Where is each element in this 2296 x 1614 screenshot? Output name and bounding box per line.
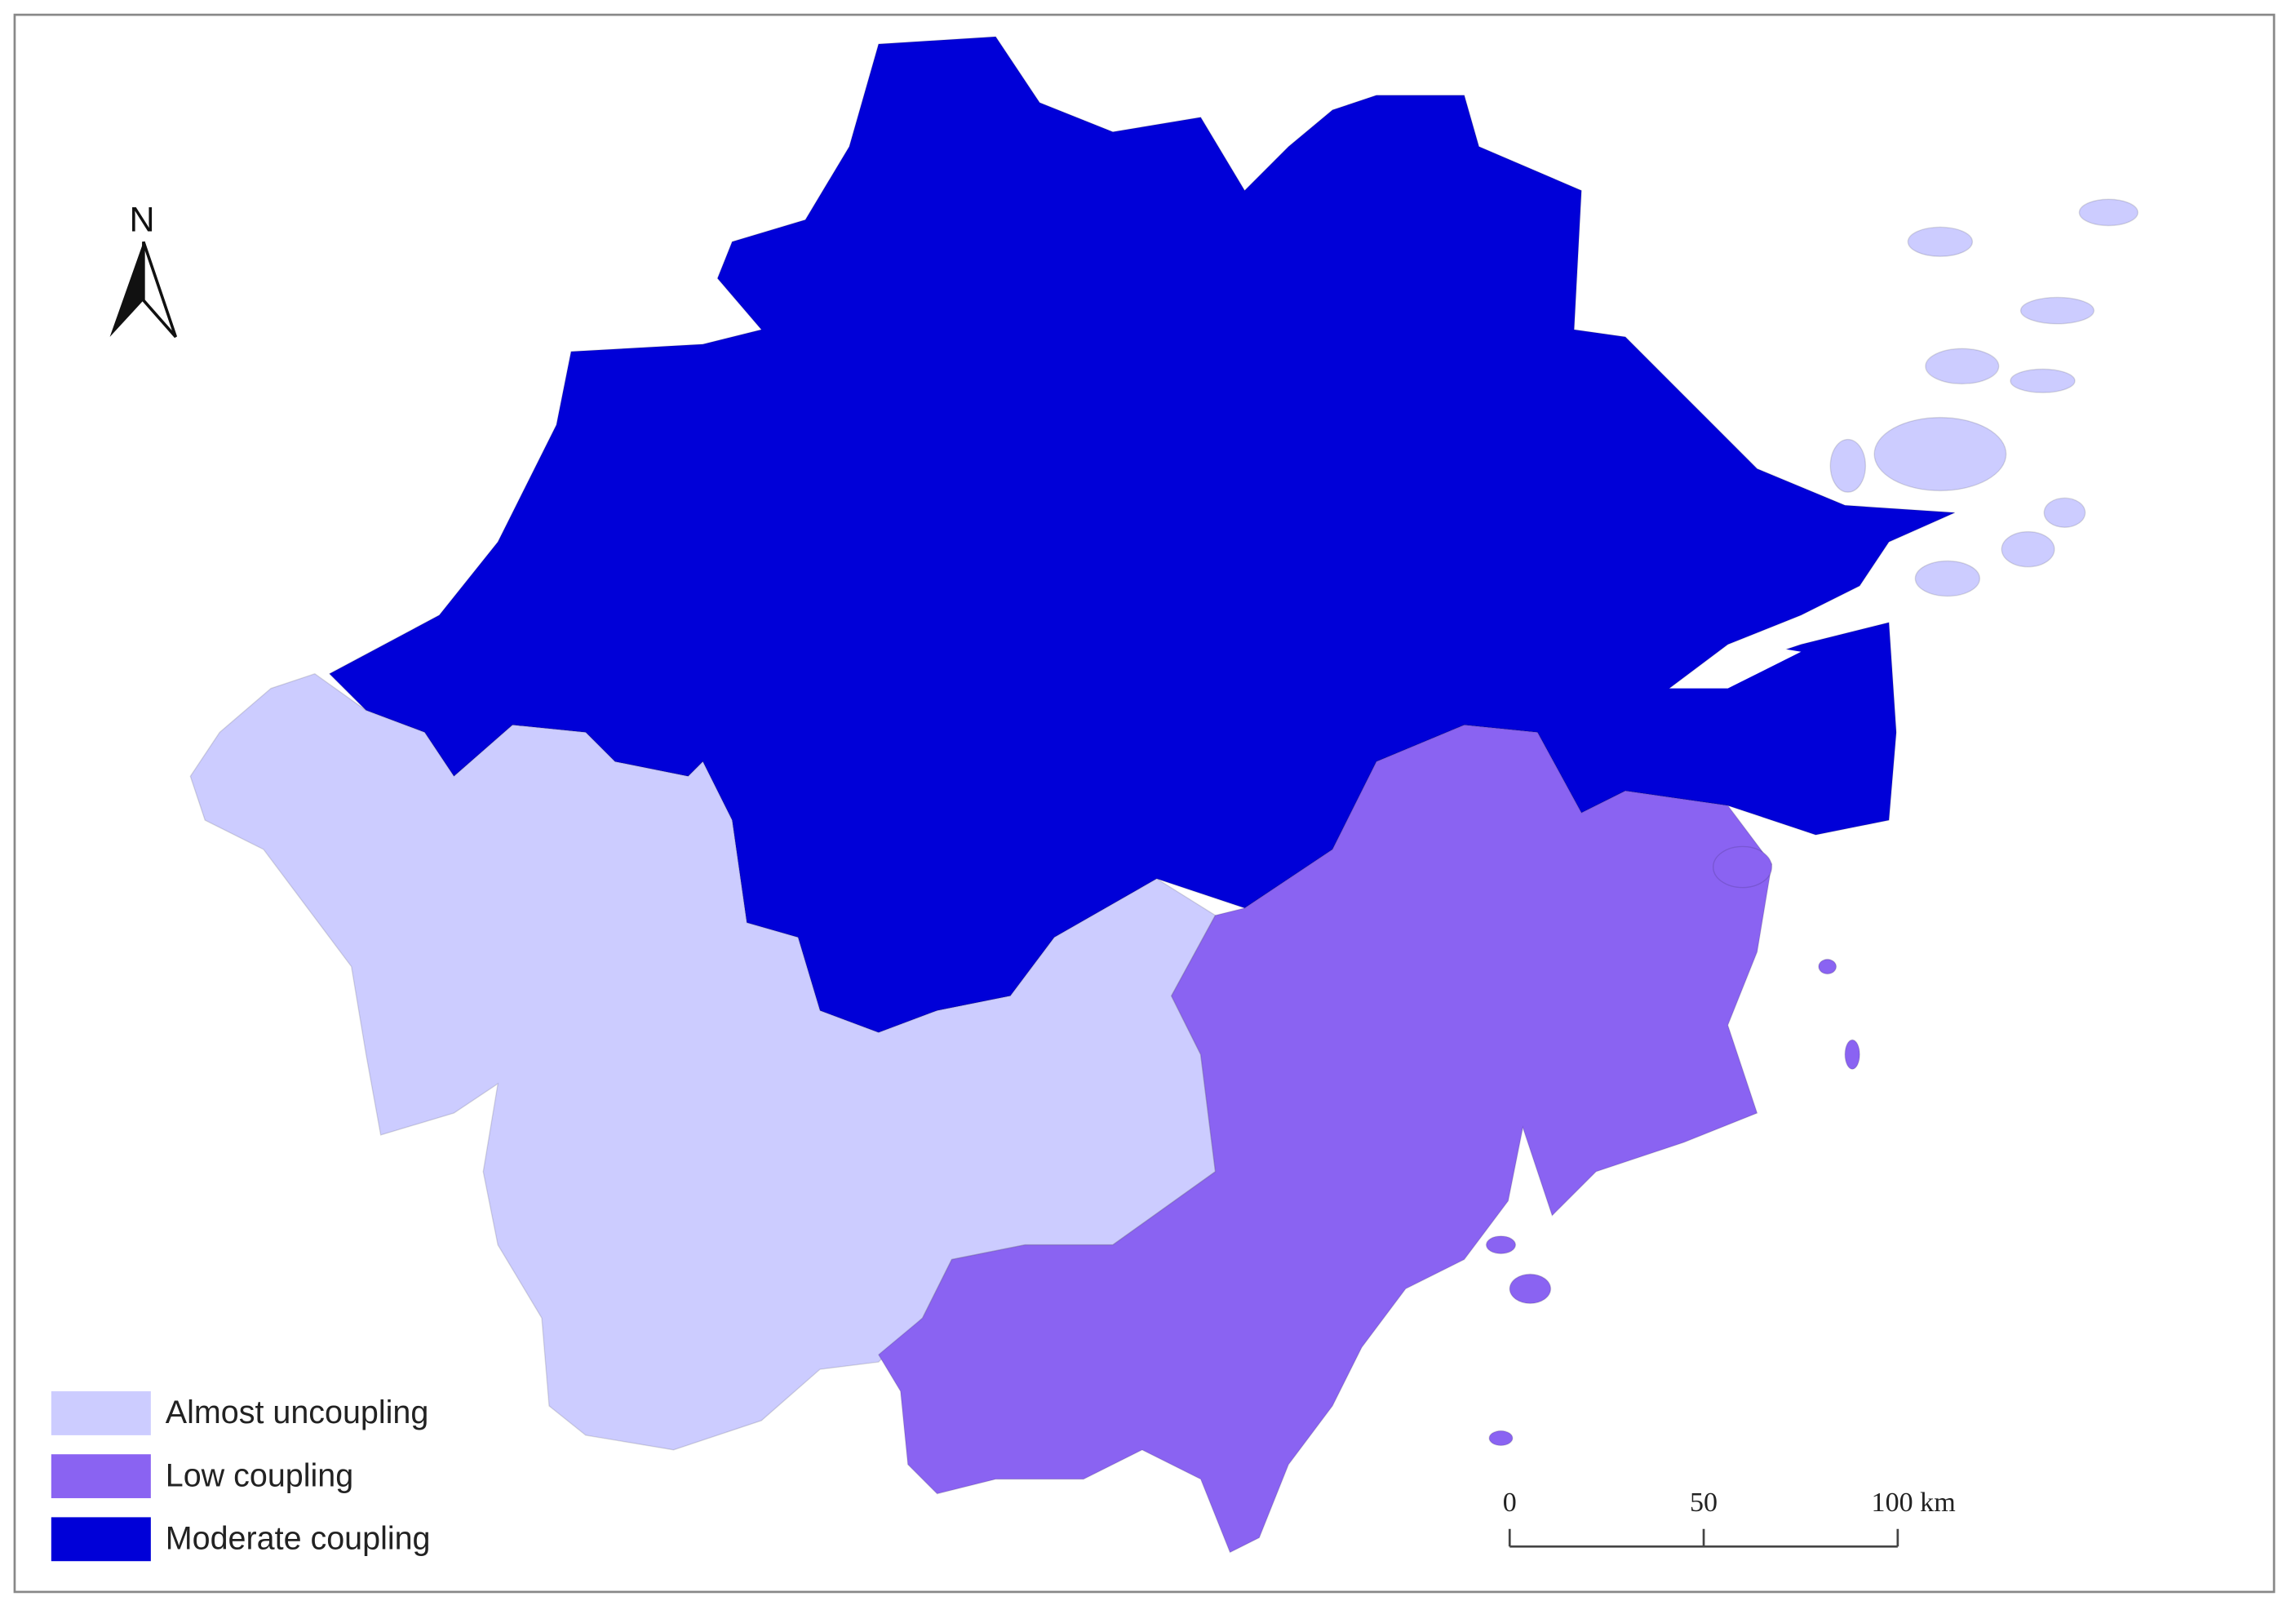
island — [1914, 560, 1981, 597]
legend-label: Almost uncoupling — [166, 1395, 429, 1430]
legend-swatch — [51, 1454, 151, 1499]
island — [2001, 530, 2055, 568]
island — [1873, 416, 2007, 492]
legend-swatch — [51, 1391, 151, 1435]
legend: Almost uncoupling Low coupling Moderate co… — [51, 1391, 431, 1562]
island — [1829, 438, 1867, 493]
scale-label: 0 — [1503, 1488, 1517, 1518]
island — [1713, 845, 1773, 889]
scale-label: 100 km — [1872, 1488, 1956, 1518]
island — [1844, 1039, 1860, 1070]
scale-label: 50 — [1690, 1488, 1718, 1518]
island — [2078, 198, 2139, 227]
north-label: N — [130, 201, 155, 240]
bay — [1669, 644, 1802, 689]
island — [1488, 1430, 1514, 1447]
legend-label: Low coupling — [166, 1457, 353, 1493]
legend-label: Moderate coupling — [166, 1521, 431, 1557]
scale-bar: 0 50 100 km — [1503, 1488, 1956, 1548]
regions — [189, 36, 2139, 1554]
region-low — [877, 724, 1773, 1554]
island — [1509, 1273, 1552, 1305]
legend-swatch — [51, 1517, 151, 1562]
island — [2019, 296, 2095, 325]
island — [1907, 226, 1974, 257]
island — [1925, 348, 2000, 385]
island — [2043, 497, 2086, 528]
island — [1485, 1235, 1517, 1255]
island — [2010, 368, 2076, 393]
island — [1818, 958, 1837, 975]
arrow-right — [142, 241, 178, 339]
